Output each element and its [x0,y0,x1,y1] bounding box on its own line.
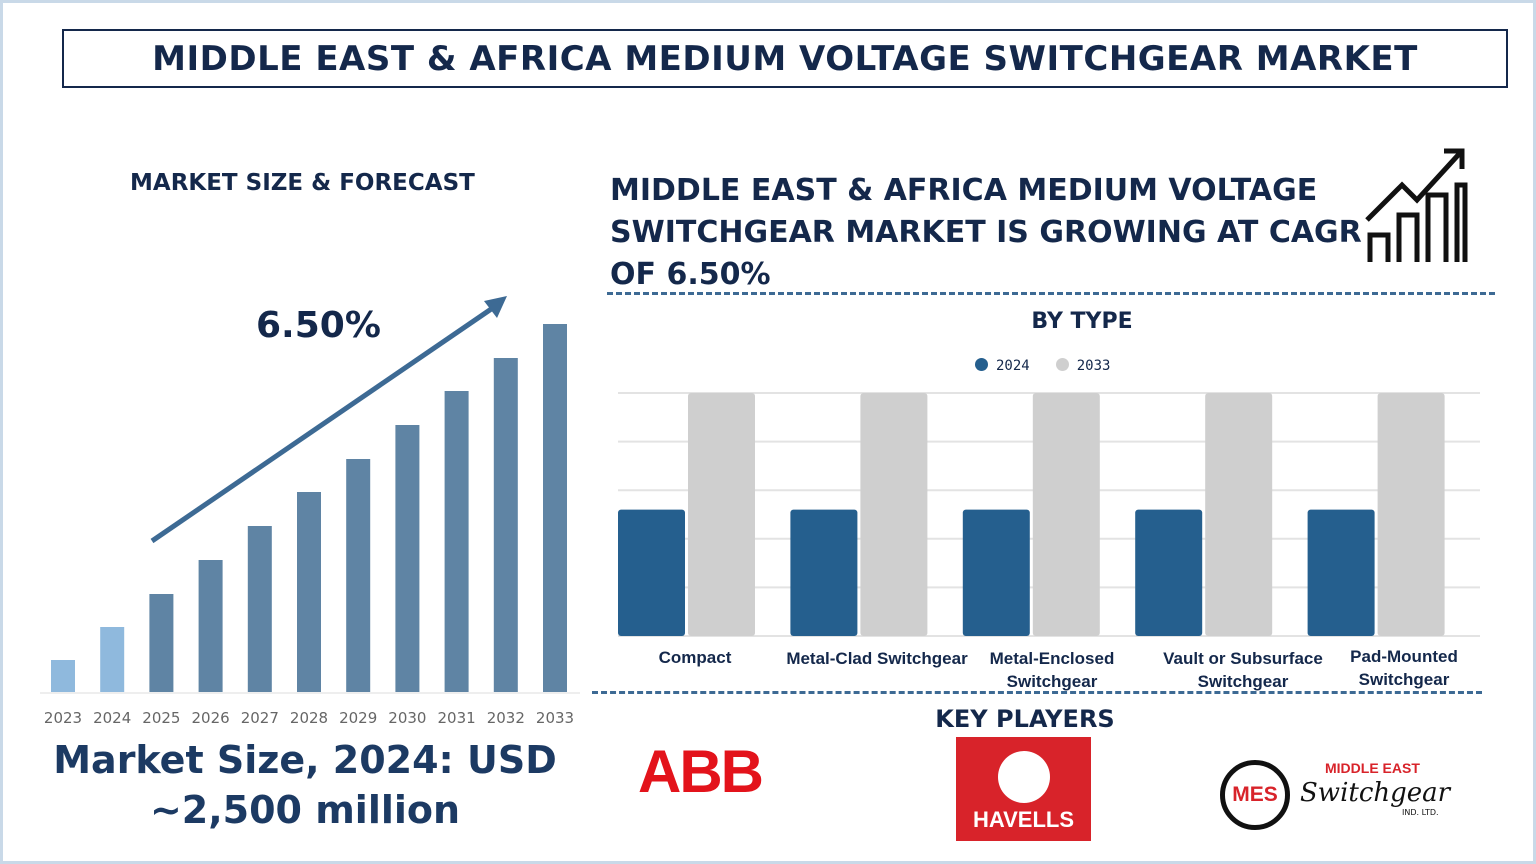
legend-label-2033: 2033 [1076,358,1111,374]
bar-2033 [543,324,567,692]
legend-2033: 2033 [1055,358,1111,374]
year-label: 2025 [142,709,181,727]
bar-2024-0 [618,509,685,636]
havells-logo-text: HAVELLS [972,807,1075,832]
bar-2024-2 [962,509,1030,636]
bar-2033-3 [1205,393,1273,636]
bar-2031 [444,391,469,692]
mes-logo: MES [1220,760,1290,830]
growth-chart-icon [1365,148,1468,262]
growth-arrow [150,300,502,544]
legend-2024: 2024 [975,358,1030,374]
bar-2024-3 [1135,509,1203,636]
year-label: 2030 [388,709,427,727]
year-label: 2033 [535,709,575,727]
year-label: 2027 [240,709,279,727]
category-label: Metal-Enclosed Switchgear [989,649,1115,691]
year-label: 2023 [43,709,83,727]
category-label: Pad-Mounted Switchgear [1350,647,1458,689]
bar-2025 [149,594,174,692]
bar-2029 [346,459,371,692]
bar-2027 [247,526,272,692]
legend-label-2024: 2024 [996,358,1030,374]
mes-logo-text: MES [1232,783,1278,806]
bar-2030 [395,425,420,692]
bar-2033-0 [688,393,755,636]
divider-top [607,292,1495,295]
bar-2033-4 [1377,393,1445,636]
mes-logo-line1: MIDDLE EAST [1325,760,1420,776]
year-label: 2024 [93,709,132,727]
year-label: 2026 [191,709,230,727]
arrow-head-icon [484,296,507,318]
cagr-headline: MIDDLE EAST & AFRICA MEDIUM VOLTAGE SWIT… [610,173,1362,292]
bar-2026 [198,560,223,692]
market-size-line2: ~2,500 million [149,788,461,832]
category-label: Vault or Subsurface Switchgear [1163,649,1323,691]
bar-2023 [51,660,75,692]
mes-logo-script: Switchgear [1300,778,1451,808]
category-label: Metal-Clad Switchgear [786,649,968,668]
by-type-heading: BY TYPE [1031,309,1133,334]
legend: 2024 2033 [975,358,1110,374]
mes-logo-line3: IND. LTD. [1402,808,1439,817]
year-label: 2029 [339,709,378,727]
year-label: 2032 [486,709,525,727]
key-players-heading: KEY PLAYERS [935,705,1115,733]
cagr-annotation: 6.50% [256,305,381,346]
year-label: 2028 [289,709,329,727]
market-size-line1: Market Size, 2024: USD [53,738,557,782]
market-size-heading: MARKET SIZE & FORECAST [130,170,475,196]
havells-emblem-icon [997,751,1050,803]
page-title: MIDDLE EAST & AFRICA MEDIUM VOLTAGE SWIT… [62,29,1508,88]
bar-2033-1 [860,393,928,636]
divider-bottom [592,691,1482,694]
bar-2032 [493,358,518,692]
bar-2024 [100,627,125,692]
market-size-chart [40,296,580,694]
by-type-chart [618,392,1480,637]
bar-2024-4 [1307,509,1375,636]
bar-2033-2 [1032,393,1100,636]
year-label: 2031 [437,709,476,727]
abb-logo: ABB [638,738,764,805]
bar-2028 [297,492,321,692]
havells-logo: HAVELLS [956,737,1091,841]
bar-2024-1 [790,509,858,636]
category-label: Compact [658,648,732,667]
market-size-text: Market Size, 2024: USD ~2,500 million [20,735,590,835]
